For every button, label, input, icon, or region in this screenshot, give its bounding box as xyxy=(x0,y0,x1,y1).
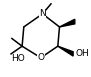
Text: HO: HO xyxy=(11,54,25,63)
Polygon shape xyxy=(58,46,73,56)
Text: O: O xyxy=(37,53,44,62)
Text: OH: OH xyxy=(76,49,89,58)
Polygon shape xyxy=(60,19,75,27)
Text: N: N xyxy=(39,9,46,18)
